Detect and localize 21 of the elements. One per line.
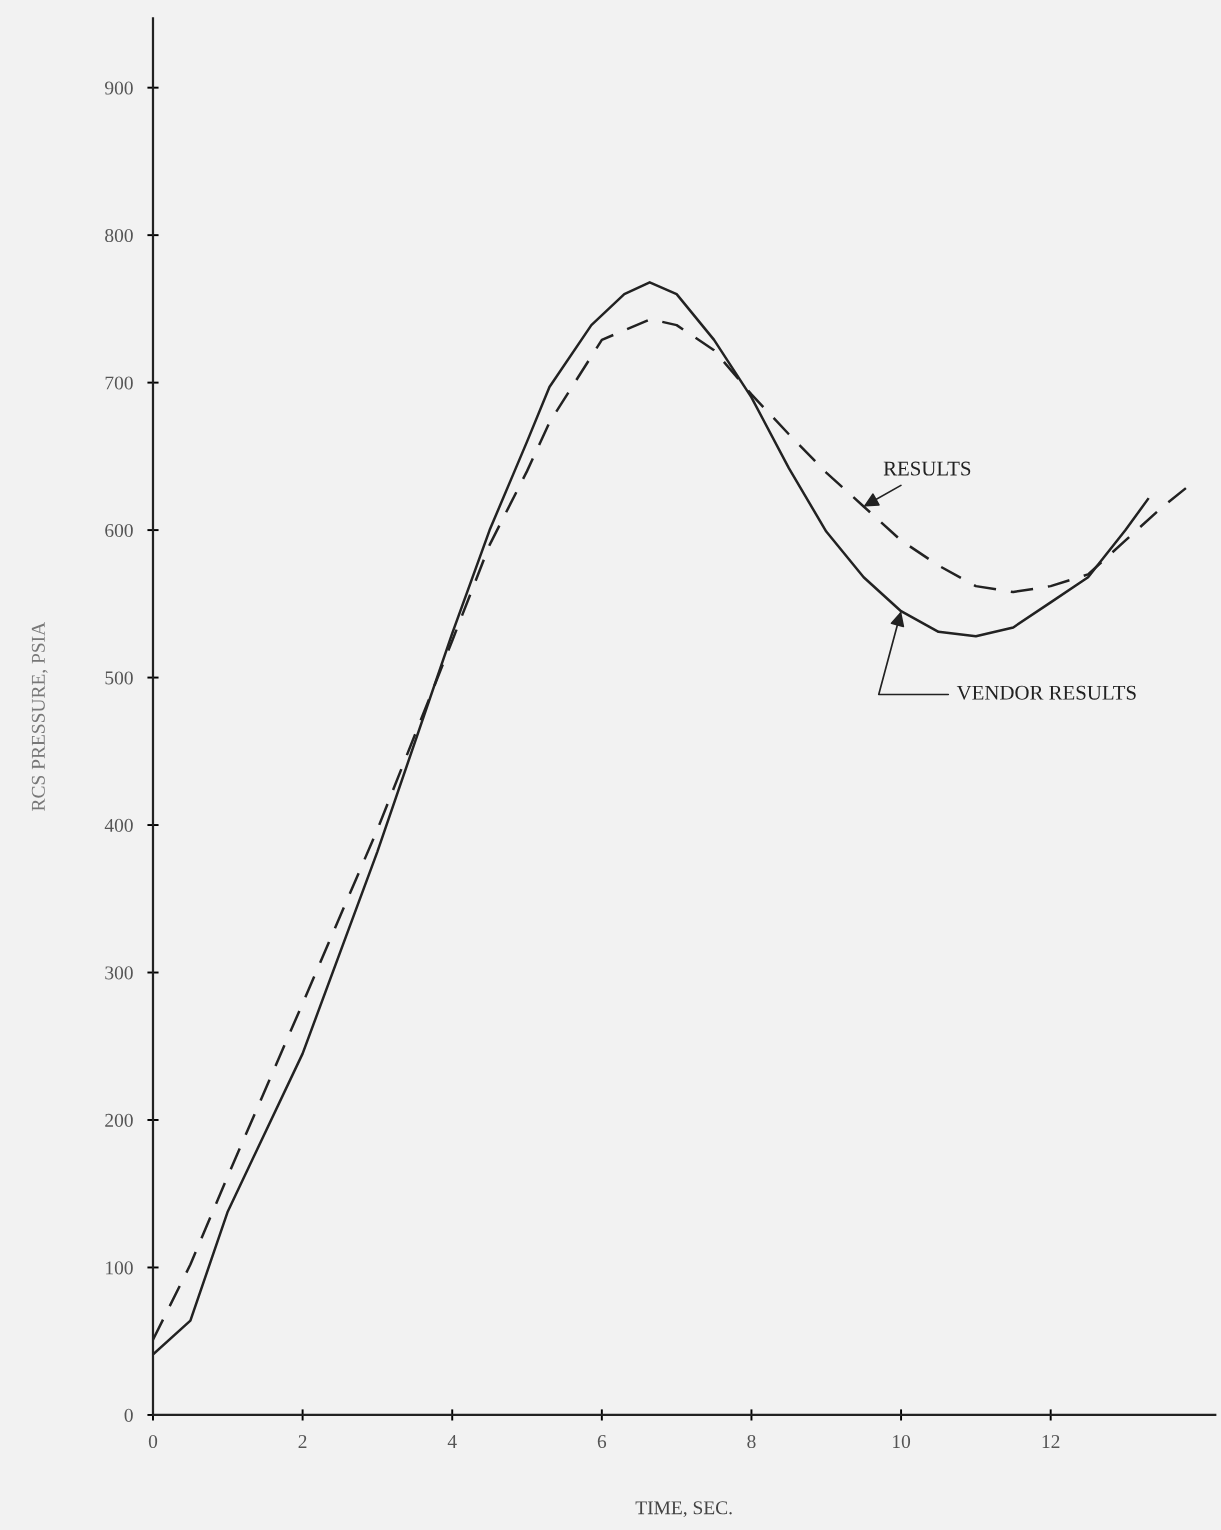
x-tick-label: 0 [148,1434,158,1449]
y-tick-label: 500 [105,671,133,685]
y-tick-label: 200 [105,1113,133,1127]
y-tick-label: 700 [105,376,133,390]
x-tick-label: 2 [298,1435,307,1448]
series-label: RESULTS [883,461,971,476]
text: VENDOR RESULTS [956,685,1136,700]
x-tick-label: 4 [447,1435,457,1448]
x-tick-label: 6 [597,1435,607,1449]
y-tick-label: 300 [105,966,133,980]
x-tick-label: 10 [893,1434,911,1449]
x-tick-label: 12 [1042,1435,1060,1448]
y-tick-label: 900 [105,81,133,95]
y-tick-label: 100 [106,1261,133,1275]
y-tick-label: 400 [104,818,133,832]
y-tick-label: 800 [105,228,133,243]
x-axis-title: TIME, SEC. [635,1501,732,1518]
x-tick-label: 8 [747,1434,756,1449]
y-tick-label: 0 [124,1408,133,1422]
y-axis-title: RCS PRESSURE, PSIA [31,621,48,811]
y-tick-label: 600 [105,523,133,538]
